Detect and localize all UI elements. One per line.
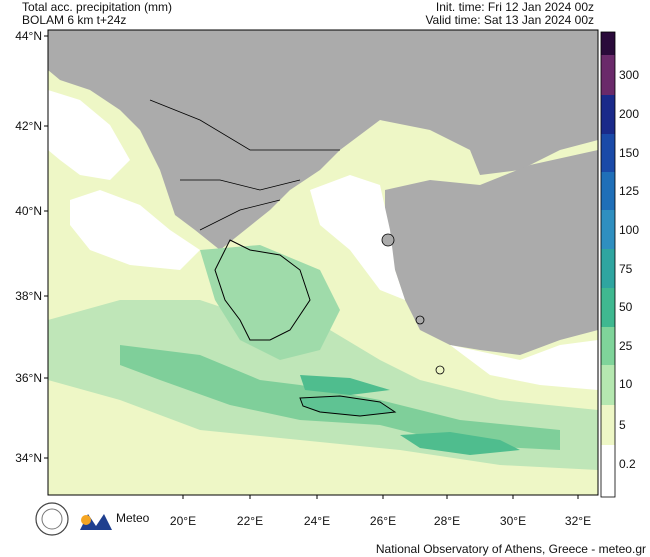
legend-label: 75 [619,262,633,276]
init-time: Init. time: Fri 12 Jan 2024 00z [436,0,594,14]
legend-label: 300 [619,68,639,82]
legend-label: 100 [619,223,639,237]
lon-label: 28°E [434,514,460,528]
lat-label: 34°N [15,451,42,465]
lat-label: 38°N [15,289,42,303]
legend-label: 10 [619,377,633,391]
lon-label: 32°E [565,514,591,528]
legend-label: 125 [619,184,639,198]
colorbar: 300 200 150 125 100 75 50 25 10 5 0.2 [600,31,639,498]
lat-label: 42°N [15,119,42,133]
map: 44°N 42°N 40°N 38°N 36°N 34°N 20°E 22°E … [15,29,599,528]
lon-label: 20°E [170,514,196,528]
lon-label: 30°E [500,514,526,528]
title: Total acc. precipitation (mm) [22,0,172,14]
legend-label: 150 [619,146,639,160]
logos: Meteo [35,502,150,536]
legend-label: 50 [619,300,633,314]
lon-label: 22°E [237,514,263,528]
logo-text: Meteo [116,511,150,525]
lat-label: 44°N [15,29,42,43]
legend-label: 25 [619,339,633,353]
legend-label: 0.2 [619,457,636,471]
lon-label: 24°E [304,514,330,528]
footer: National Observatory of Athens, Greece -… [376,542,646,556]
lat-label: 36°N [15,371,42,385]
legend-label: 5 [619,418,626,432]
valid-time: Valid time: Sat 13 Jan 2024 00z [425,13,594,27]
subtitle: BOLAM 6 km t+24z [22,13,126,27]
lon-label: 26°E [370,514,396,528]
lat-label: 40°N [15,204,42,218]
legend-label: 200 [619,107,639,121]
